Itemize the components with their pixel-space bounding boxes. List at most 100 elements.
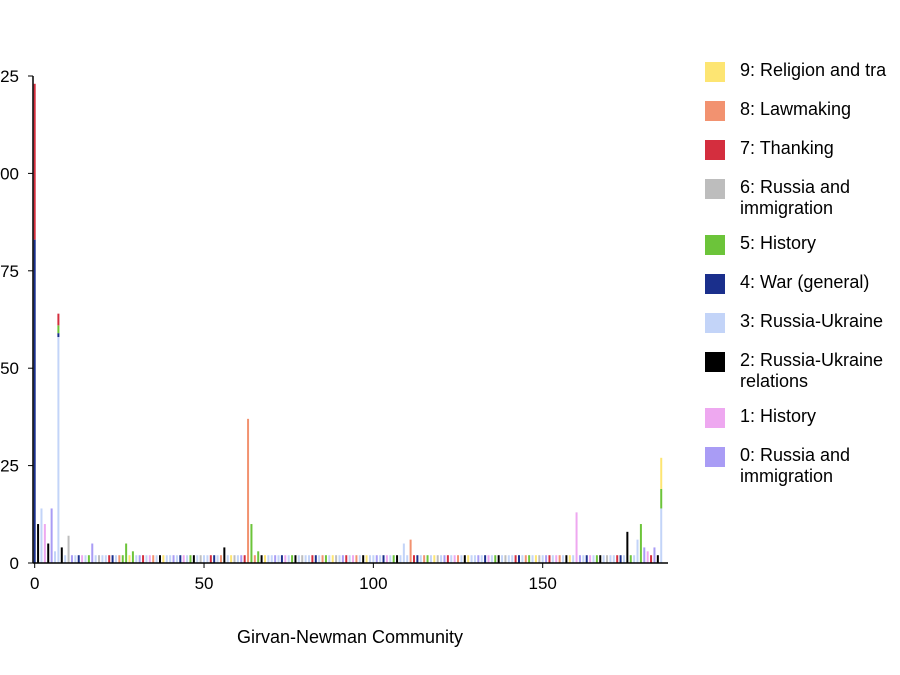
legend-swatch bbox=[705, 62, 725, 82]
bar-segment bbox=[572, 555, 575, 563]
bar-segment bbox=[294, 555, 297, 563]
legend-swatch bbox=[705, 101, 725, 121]
bar-segment bbox=[308, 555, 311, 563]
bar-segment bbox=[186, 555, 189, 563]
bar-segment bbox=[40, 508, 43, 563]
bar-segment bbox=[47, 543, 50, 563]
legend-label: 3: Russia-Ukraine bbox=[740, 311, 884, 331]
bar-segment bbox=[67, 535, 70, 563]
bar-segment bbox=[114, 555, 117, 563]
legend-swatch bbox=[705, 313, 725, 333]
bar-segment bbox=[247, 418, 250, 563]
bar-segment bbox=[135, 555, 138, 563]
bar-segment bbox=[453, 555, 456, 563]
bar-segment bbox=[379, 555, 382, 563]
bar-segment bbox=[609, 555, 612, 563]
bar-segment bbox=[355, 555, 358, 563]
bar-segment bbox=[504, 555, 507, 563]
bar-segment bbox=[321, 555, 324, 563]
bar-segment bbox=[511, 555, 514, 563]
bar-segment bbox=[125, 543, 128, 563]
bar-segment bbox=[660, 508, 663, 563]
bar-segment bbox=[616, 555, 619, 563]
bar-segment bbox=[199, 555, 202, 563]
bar-segment bbox=[118, 555, 121, 563]
bar-segment bbox=[470, 555, 473, 563]
bar-segment bbox=[521, 555, 524, 563]
bar-segment bbox=[602, 555, 605, 563]
bar-segment bbox=[497, 555, 500, 563]
bar-segment bbox=[358, 555, 361, 563]
bar-segment bbox=[396, 555, 399, 563]
bar-segment bbox=[284, 555, 287, 563]
x-ticks: 0 50 100 150 bbox=[30, 563, 557, 593]
bar-segment bbox=[162, 555, 165, 563]
bar-segment bbox=[626, 531, 629, 563]
bar-segment bbox=[94, 555, 97, 563]
y-tick-label: 25 bbox=[0, 457, 19, 476]
bar-segment bbox=[128, 555, 131, 563]
y-tick-label: 50 bbox=[0, 359, 19, 378]
bar-segment bbox=[487, 555, 490, 563]
bar-segment bbox=[650, 555, 653, 563]
bar-segment bbox=[213, 555, 216, 563]
legend-swatch bbox=[705, 408, 725, 428]
bar-segment bbox=[33, 239, 36, 563]
bar-segment bbox=[138, 555, 141, 563]
bar-segment bbox=[612, 555, 615, 563]
bar-segment bbox=[291, 555, 294, 563]
bar-segment bbox=[558, 555, 561, 563]
bar-segment bbox=[507, 555, 510, 563]
bar-segment bbox=[413, 555, 415, 563]
bar-segment bbox=[382, 555, 385, 563]
bar-segment bbox=[297, 555, 300, 563]
legend-swatch bbox=[705, 179, 725, 199]
y-tick-label: 125 bbox=[0, 67, 19, 86]
bar-segment bbox=[101, 555, 104, 563]
legend-swatch bbox=[705, 235, 725, 255]
x-tick-label: 0 bbox=[30, 574, 39, 593]
legend-label: 9: Religion and tra bbox=[740, 60, 887, 80]
bar-segment bbox=[345, 555, 348, 563]
bar-segment bbox=[473, 555, 476, 563]
bar-segment bbox=[50, 508, 53, 563]
bar-segment bbox=[270, 555, 273, 563]
bar-segment bbox=[142, 555, 145, 563]
bar-segment bbox=[653, 547, 656, 563]
bar-segment bbox=[318, 555, 321, 563]
legend-item: 8: Lawmaking bbox=[705, 99, 900, 138]
bar-segment bbox=[643, 547, 646, 563]
bar-segment bbox=[159, 555, 161, 563]
bar-segment bbox=[203, 555, 206, 563]
bar-segment bbox=[494, 555, 497, 563]
bar-segment bbox=[467, 555, 470, 563]
bar-segment bbox=[490, 555, 493, 563]
bar-segment bbox=[196, 555, 199, 563]
bar-segment bbox=[148, 555, 151, 563]
bar-segment bbox=[81, 555, 84, 563]
bar-segment bbox=[402, 543, 405, 563]
legend-item: 6: Russia and immigration bbox=[705, 177, 900, 233]
bar-segment bbox=[477, 555, 480, 563]
bar-segment bbox=[426, 555, 429, 563]
bar-segment bbox=[257, 551, 260, 563]
bar-segment bbox=[517, 555, 520, 563]
bar-segment bbox=[179, 555, 182, 563]
bar-segment bbox=[277, 555, 280, 563]
bar-segment bbox=[131, 551, 134, 563]
bar-segment bbox=[189, 555, 192, 563]
bar-segment bbox=[392, 555, 395, 563]
bar-segment bbox=[514, 555, 517, 563]
bar-segment bbox=[287, 555, 290, 563]
bar-segment bbox=[541, 555, 544, 563]
legend-item: 1: History bbox=[705, 406, 900, 445]
bar-segment bbox=[463, 555, 466, 563]
bar-segment bbox=[260, 555, 263, 563]
legend-swatch bbox=[705, 447, 725, 467]
legend-item: 9: Religion and tra bbox=[705, 60, 900, 99]
bar-segment bbox=[582, 555, 585, 563]
bar-segment bbox=[43, 524, 46, 563]
legend-label: 5: History bbox=[740, 233, 817, 253]
bar-segment bbox=[311, 555, 314, 563]
y-tick-label: 100 bbox=[0, 164, 19, 183]
